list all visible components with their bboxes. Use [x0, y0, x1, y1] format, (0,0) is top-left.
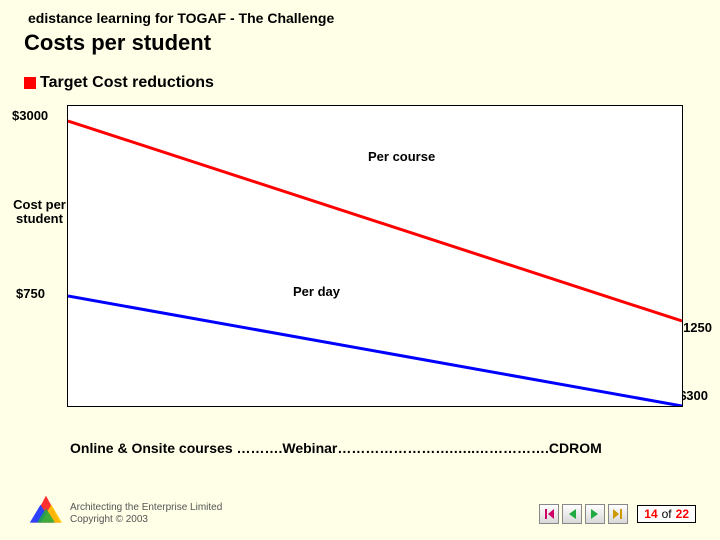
slide-title: Costs per student — [24, 30, 211, 56]
page-sep: of — [662, 507, 672, 521]
bullet-text: Target Cost reductions — [40, 74, 214, 92]
y-axis-title-text: Cost per student — [13, 197, 66, 226]
page-indicator: 14 of 22 — [637, 505, 696, 523]
slide: edistance learning for TOGAF - The Chall… — [0, 0, 720, 540]
y-axis-title: Cost per student — [12, 198, 67, 227]
series-label-per-course: Per course — [368, 149, 435, 164]
bullet-square-icon — [24, 77, 36, 89]
bullet-item: Target Cost reductions — [24, 74, 214, 92]
nav-last-button[interactable] — [608, 504, 628, 524]
nav-first-button[interactable] — [539, 504, 559, 524]
chart: Per course Per day — [67, 105, 683, 407]
nav-controls: 14 of 22 — [539, 504, 696, 524]
page-total: 22 — [676, 507, 689, 521]
y-label-top: $3000 — [12, 108, 48, 123]
y-label-mid: $750 — [16, 286, 45, 301]
nav-prev-button[interactable] — [562, 504, 582, 524]
page-current: 14 — [644, 507, 657, 521]
line-per_day — [68, 296, 682, 406]
nav-next-button[interactable] — [585, 504, 605, 524]
series-label-per-day: Per day — [293, 284, 340, 299]
footer-org: Architecting the Enterprise Limited — [70, 502, 222, 514]
footer-cr: Copyright © 2003 — [70, 514, 222, 526]
footer-copyright: Architecting the Enterprise Limited Copy… — [70, 502, 222, 526]
logo-icon — [28, 492, 64, 528]
r-label-bot: $300 — [679, 388, 708, 403]
x-axis-caption: Online & Onsite courses ……….Webinar……………… — [70, 440, 602, 456]
slide-subtitle: edistance learning for TOGAF - The Chall… — [28, 10, 334, 26]
